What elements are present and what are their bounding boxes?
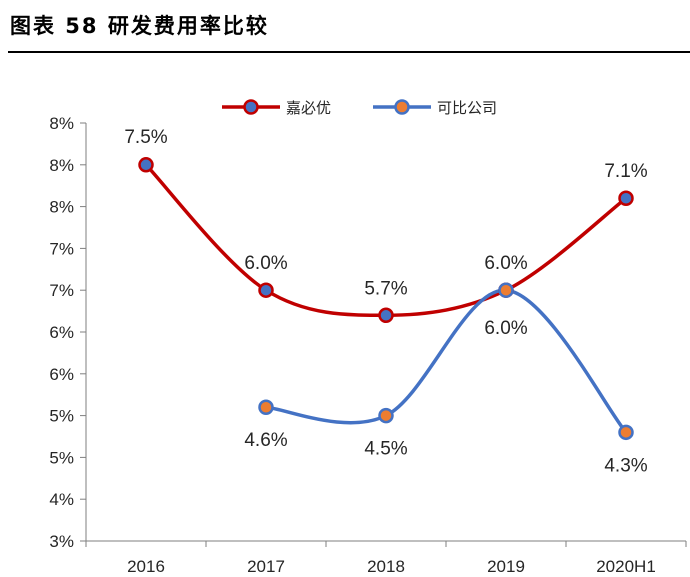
x-tick-label: 2020H1 — [596, 557, 656, 576]
figure-title: 图表 58 研发费用率比较 — [10, 14, 269, 38]
data-label: 5.7% — [364, 278, 407, 299]
data-label: 6.0% — [244, 253, 287, 274]
x-tick-label: 2019 — [487, 557, 525, 576]
legend-swatch-marker — [394, 99, 410, 115]
legend: 嘉必优 可比公司 — [222, 99, 497, 117]
x-tick-label: 2017 — [247, 557, 285, 576]
series-markers — [138, 157, 634, 441]
data-label: 6.0% — [484, 253, 527, 274]
legend-label: 可比公司 — [437, 99, 497, 117]
data-label: 6.0% — [484, 318, 527, 339]
data-label: 4.3% — [604, 455, 647, 476]
x-tick-label: 2018 — [367, 557, 405, 576]
data-labels: 7.5% 6.0% 5.7% 6.0% 7.1% 4.6% 4.5% 6.0% 4.3% — [124, 127, 647, 477]
y-tick-label: 3% — [49, 532, 74, 551]
legend-swatch-marker — [243, 99, 259, 115]
data-point — [138, 157, 154, 173]
y-tick-label: 6% — [49, 323, 74, 342]
x-tick-label: 2016 — [127, 557, 165, 576]
data-point — [618, 424, 634, 441]
y-tick-label: 7% — [49, 281, 74, 300]
y-tick-label: 4% — [49, 490, 74, 509]
data-point — [258, 399, 274, 415]
y-tick-label: 8% — [49, 198, 74, 217]
title-rule — [8, 51, 690, 53]
series-line-2 — [264, 288, 628, 435]
y-tick-label: 5% — [49, 448, 74, 467]
y-tick-label: 5% — [49, 407, 74, 426]
data-point — [258, 282, 274, 298]
data-label: 4.5% — [364, 439, 407, 460]
y-tick-label: 8% — [49, 156, 74, 175]
data-label: 4.6% — [244, 430, 287, 451]
data-label: 7.1% — [604, 161, 647, 182]
y-tick-label: 8% — [49, 114, 74, 133]
chart-axes: 3% 4% 5% 5% 6% 6% 7% 7% 8% 8% 8% 2016 2017 2018 2019 20… — [49, 114, 687, 576]
data-point — [378, 407, 394, 424]
y-tick-label: 6% — [49, 365, 74, 384]
data-point — [498, 282, 514, 298]
data-point — [618, 190, 634, 206]
legend-label: 嘉必优 — [286, 99, 331, 117]
data-point — [378, 307, 394, 324]
data-label: 7.5% — [124, 127, 167, 148]
y-tick-label: 7% — [49, 239, 74, 258]
